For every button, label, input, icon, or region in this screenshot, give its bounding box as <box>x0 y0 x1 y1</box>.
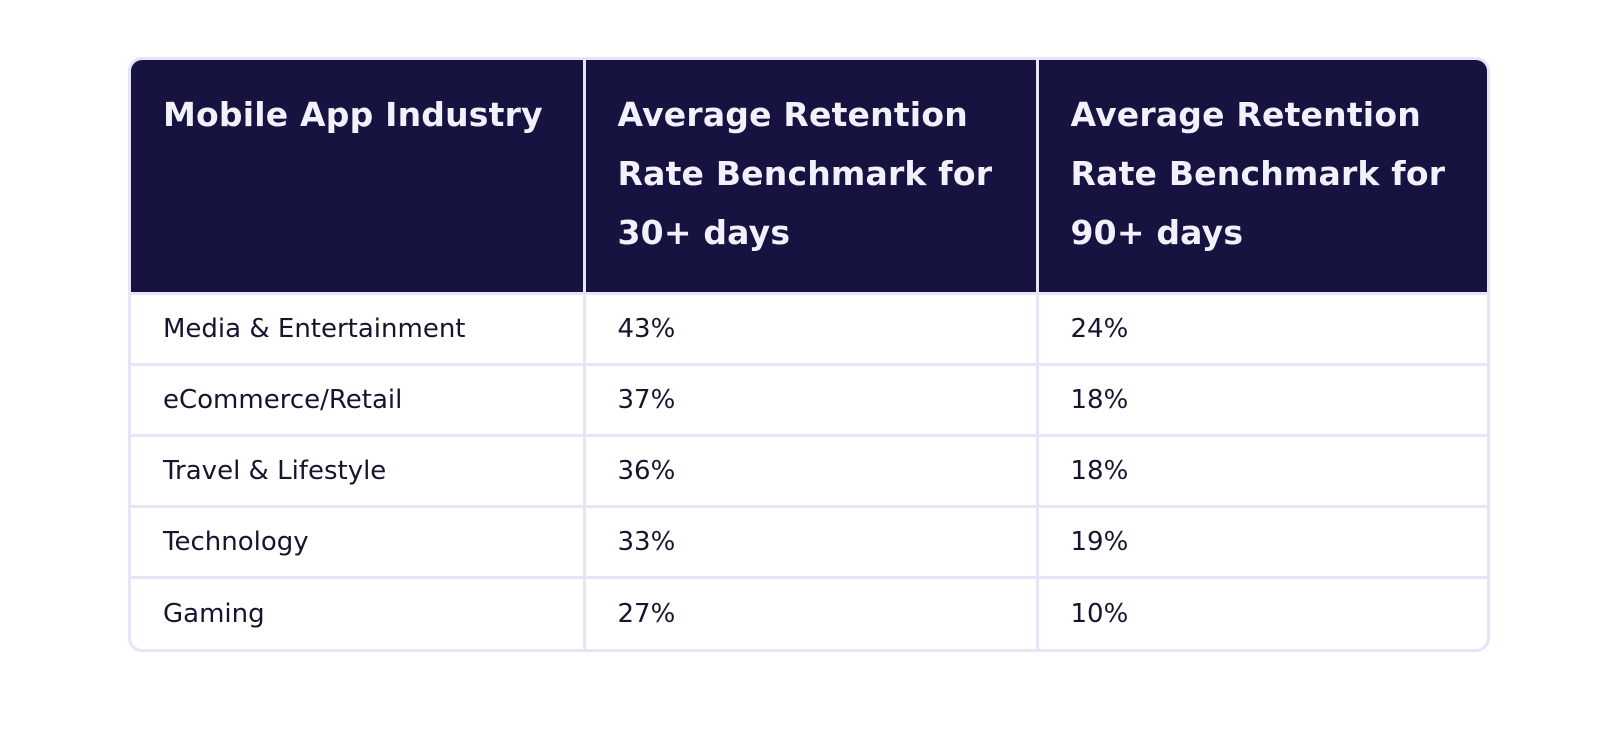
industry-cell: Media & Entertainment <box>131 292 586 365</box>
table-row: eCommerce/Retail 37% 18% <box>131 363 1487 436</box>
table: Mobile App Industry Average Retention Ra… <box>131 60 1487 649</box>
retention-benchmark-table: Mobile App Industry Average Retention Ra… <box>128 57 1490 652</box>
header-retention-90-days: Average Retention Rate Benchmark for 90+… <box>1037 60 1487 294</box>
retention-90-cell: 19% <box>1037 505 1487 578</box>
retention-90-cell: 24% <box>1037 292 1487 365</box>
industry-cell: Technology <box>131 505 586 578</box>
table-row: Technology 33% 19% <box>131 505 1487 578</box>
table-header-row: Mobile App Industry Average Retention Ra… <box>131 60 1487 294</box>
industry-cell: Gaming <box>131 576 586 649</box>
retention-30-cell: 37% <box>584 363 1039 436</box>
industry-cell: eCommerce/Retail <box>131 363 586 436</box>
retention-30-cell: 27% <box>584 576 1039 649</box>
retention-30-cell: 33% <box>584 505 1039 578</box>
table-row: Gaming 27% 10% <box>131 576 1487 649</box>
retention-30-cell: 36% <box>584 434 1039 507</box>
industry-cell: Travel & Lifestyle <box>131 434 586 507</box>
table-row: Travel & Lifestyle 36% 18% <box>131 434 1487 507</box>
retention-30-cell: 43% <box>584 292 1039 365</box>
retention-90-cell: 18% <box>1037 363 1487 436</box>
table-row: Media & Entertainment 43% 24% <box>131 292 1487 365</box>
retention-90-cell: 18% <box>1037 434 1487 507</box>
header-industry: Mobile App Industry <box>131 60 586 294</box>
retention-90-cell: 10% <box>1037 576 1487 649</box>
header-retention-30-days: Average Retention Rate Benchmark for 30+… <box>584 60 1039 294</box>
